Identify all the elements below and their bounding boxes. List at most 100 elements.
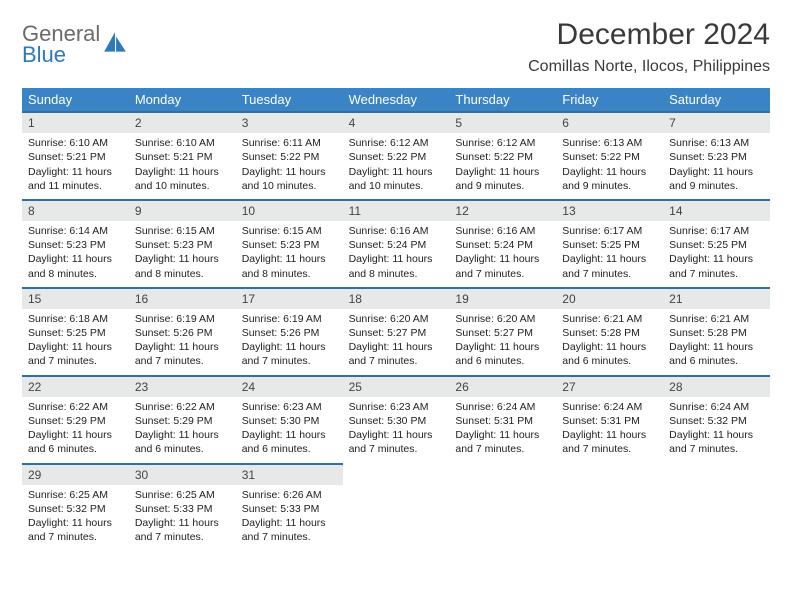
day-daylight: Daylight: 11 hours and 10 minutes.: [242, 165, 337, 193]
day-body: Sunrise: 6:12 AMSunset: 5:22 PMDaylight:…: [343, 133, 450, 199]
day-sunrise: Sunrise: 6:24 AM: [669, 400, 764, 414]
day-number: 12: [449, 199, 556, 221]
weekday-header: Tuesday: [236, 88, 343, 111]
day-daylight: Daylight: 11 hours and 7 minutes.: [135, 340, 230, 368]
day-daylight: Daylight: 11 hours and 6 minutes.: [455, 340, 550, 368]
day-daylight: Daylight: 11 hours and 6 minutes.: [28, 428, 123, 456]
day-sunset: Sunset: 5:23 PM: [669, 150, 764, 164]
day-sunrise: Sunrise: 6:20 AM: [349, 312, 444, 326]
calendar-week: 22Sunrise: 6:22 AMSunset: 5:29 PMDayligh…: [22, 375, 770, 463]
day-sunrise: Sunrise: 6:10 AM: [28, 136, 123, 150]
day-sunrise: Sunrise: 6:16 AM: [455, 224, 550, 238]
day-sunrise: Sunrise: 6:22 AM: [28, 400, 123, 414]
day-daylight: Daylight: 11 hours and 6 minutes.: [562, 340, 657, 368]
calendar-week: 15Sunrise: 6:18 AMSunset: 5:25 PMDayligh…: [22, 287, 770, 375]
day-number: 25: [343, 375, 450, 397]
day-sunset: Sunset: 5:24 PM: [455, 238, 550, 252]
calendar-day: 29Sunrise: 6:25 AMSunset: 5:32 PMDayligh…: [22, 463, 129, 551]
day-sunrise: Sunrise: 6:19 AM: [242, 312, 337, 326]
day-daylight: Daylight: 11 hours and 9 minutes.: [455, 165, 550, 193]
day-sunset: Sunset: 5:21 PM: [28, 150, 123, 164]
day-sunset: Sunset: 5:25 PM: [562, 238, 657, 252]
calendar-day: 28Sunrise: 6:24 AMSunset: 5:32 PMDayligh…: [663, 375, 770, 463]
calendar-day: 15Sunrise: 6:18 AMSunset: 5:25 PMDayligh…: [22, 287, 129, 375]
calendar-day: 1Sunrise: 6:10 AMSunset: 5:21 PMDaylight…: [22, 111, 129, 199]
day-sunset: Sunset: 5:26 PM: [135, 326, 230, 340]
day-number: 24: [236, 375, 343, 397]
day-number: 5: [449, 111, 556, 133]
day-sunrise: Sunrise: 6:12 AM: [455, 136, 550, 150]
day-sunset: Sunset: 5:29 PM: [28, 414, 123, 428]
day-body: Sunrise: 6:16 AMSunset: 5:24 PMDaylight:…: [343, 221, 450, 287]
calendar-day: 19Sunrise: 6:20 AMSunset: 5:27 PMDayligh…: [449, 287, 556, 375]
calendar-day: 8Sunrise: 6:14 AMSunset: 5:23 PMDaylight…: [22, 199, 129, 287]
day-sunrise: Sunrise: 6:13 AM: [669, 136, 764, 150]
day-sunset: Sunset: 5:31 PM: [562, 414, 657, 428]
day-sunrise: Sunrise: 6:10 AM: [135, 136, 230, 150]
day-daylight: Daylight: 11 hours and 7 minutes.: [349, 428, 444, 456]
day-number: 16: [129, 287, 236, 309]
day-daylight: Daylight: 11 hours and 11 minutes.: [28, 165, 123, 193]
weekday-header-row: SundayMondayTuesdayWednesdayThursdayFrid…: [22, 88, 770, 111]
day-body: Sunrise: 6:10 AMSunset: 5:21 PMDaylight:…: [129, 133, 236, 199]
day-daylight: Daylight: 11 hours and 7 minutes.: [28, 516, 123, 544]
day-daylight: Daylight: 11 hours and 7 minutes.: [349, 340, 444, 368]
calendar-day: 4Sunrise: 6:12 AMSunset: 5:22 PMDaylight…: [343, 111, 450, 199]
day-daylight: Daylight: 11 hours and 7 minutes.: [242, 340, 337, 368]
day-sunset: Sunset: 5:29 PM: [135, 414, 230, 428]
day-body: Sunrise: 6:10 AMSunset: 5:21 PMDaylight:…: [22, 133, 129, 199]
day-daylight: Daylight: 11 hours and 8 minutes.: [135, 252, 230, 280]
day-sunrise: Sunrise: 6:23 AM: [349, 400, 444, 414]
day-body: Sunrise: 6:17 AMSunset: 5:25 PMDaylight:…: [663, 221, 770, 287]
day-sunset: Sunset: 5:22 PM: [349, 150, 444, 164]
calendar-day: 7Sunrise: 6:13 AMSunset: 5:23 PMDaylight…: [663, 111, 770, 199]
day-sunrise: Sunrise: 6:13 AM: [562, 136, 657, 150]
calendar-day: [556, 463, 663, 551]
day-daylight: Daylight: 11 hours and 6 minutes.: [135, 428, 230, 456]
day-sunrise: Sunrise: 6:16 AM: [349, 224, 444, 238]
day-sunset: Sunset: 5:32 PM: [28, 502, 123, 516]
weekday-header: Thursday: [449, 88, 556, 111]
day-number: 15: [22, 287, 129, 309]
day-sunset: Sunset: 5:24 PM: [349, 238, 444, 252]
day-number: 17: [236, 287, 343, 309]
calendar-week: 29Sunrise: 6:25 AMSunset: 5:32 PMDayligh…: [22, 463, 770, 551]
day-body: Sunrise: 6:23 AMSunset: 5:30 PMDaylight:…: [343, 397, 450, 463]
day-number: 18: [343, 287, 450, 309]
day-sunrise: Sunrise: 6:18 AM: [28, 312, 123, 326]
day-daylight: Daylight: 11 hours and 6 minutes.: [669, 340, 764, 368]
day-daylight: Daylight: 11 hours and 10 minutes.: [349, 165, 444, 193]
day-sunrise: Sunrise: 6:11 AM: [242, 136, 337, 150]
day-daylight: Daylight: 11 hours and 7 minutes.: [669, 252, 764, 280]
calendar-day: 21Sunrise: 6:21 AMSunset: 5:28 PMDayligh…: [663, 287, 770, 375]
day-sunset: Sunset: 5:22 PM: [562, 150, 657, 164]
day-sunrise: Sunrise: 6:24 AM: [562, 400, 657, 414]
calendar-day: 30Sunrise: 6:25 AMSunset: 5:33 PMDayligh…: [129, 463, 236, 551]
day-body: Sunrise: 6:21 AMSunset: 5:28 PMDaylight:…: [556, 309, 663, 375]
month-title: December 2024: [528, 18, 770, 52]
calendar-day: [449, 463, 556, 551]
calendar-day: 13Sunrise: 6:17 AMSunset: 5:25 PMDayligh…: [556, 199, 663, 287]
day-number: 3: [236, 111, 343, 133]
day-body: Sunrise: 6:14 AMSunset: 5:23 PMDaylight:…: [22, 221, 129, 287]
day-body: Sunrise: 6:20 AMSunset: 5:27 PMDaylight:…: [449, 309, 556, 375]
day-sunrise: Sunrise: 6:19 AM: [135, 312, 230, 326]
day-number: 2: [129, 111, 236, 133]
day-number: 31: [236, 463, 343, 485]
day-number: 26: [449, 375, 556, 397]
day-sunset: Sunset: 5:23 PM: [28, 238, 123, 252]
day-sunset: Sunset: 5:31 PM: [455, 414, 550, 428]
calendar-day: 20Sunrise: 6:21 AMSunset: 5:28 PMDayligh…: [556, 287, 663, 375]
day-sunset: Sunset: 5:23 PM: [135, 238, 230, 252]
day-body: Sunrise: 6:16 AMSunset: 5:24 PMDaylight:…: [449, 221, 556, 287]
day-sunset: Sunset: 5:27 PM: [455, 326, 550, 340]
day-sunrise: Sunrise: 6:12 AM: [349, 136, 444, 150]
day-number: 6: [556, 111, 663, 133]
day-sunrise: Sunrise: 6:21 AM: [562, 312, 657, 326]
day-sunset: Sunset: 5:33 PM: [242, 502, 337, 516]
day-daylight: Daylight: 11 hours and 9 minutes.: [562, 165, 657, 193]
day-number: 8: [22, 199, 129, 221]
calendar-week: 8Sunrise: 6:14 AMSunset: 5:23 PMDaylight…: [22, 199, 770, 287]
day-sunset: Sunset: 5:26 PM: [242, 326, 337, 340]
day-body: Sunrise: 6:15 AMSunset: 5:23 PMDaylight:…: [129, 221, 236, 287]
